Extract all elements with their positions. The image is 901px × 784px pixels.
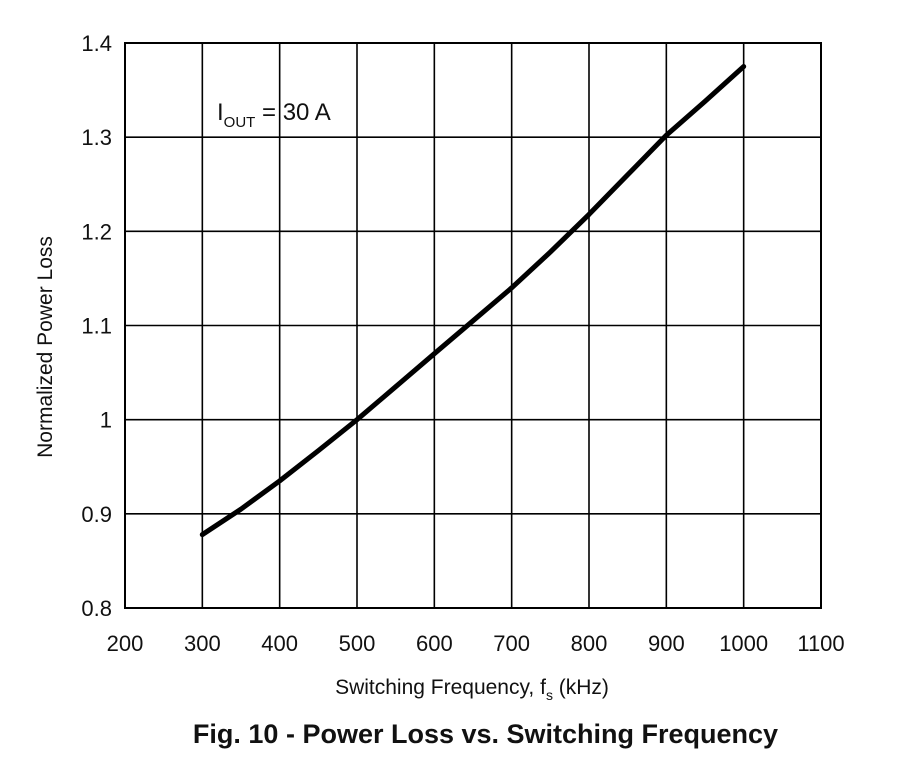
figure-caption: Fig. 10 - Power Loss vs. Switching Frequ… [192, 719, 779, 749]
x-tick-label: 1000 [719, 631, 768, 656]
x-tick-label: 700 [493, 631, 530, 656]
y-tick-label: 0.8 [81, 596, 112, 621]
y-tick-label: 1.3 [81, 125, 112, 150]
x-tick-label: 900 [648, 631, 685, 656]
annotation-iout: IOUT = 30 A [217, 99, 331, 131]
plot-frame [124, 42, 822, 609]
x-tick-label: 300 [184, 631, 221, 656]
x-tick-labels: 200 300 400 500 600 700 800 900 1000 1100 [107, 631, 845, 656]
series-line-0 [199, 64, 747, 538]
x-tick-label: 800 [571, 631, 608, 656]
x-axis-label-unit: (kHz) [553, 676, 609, 699]
x-tick-label: 400 [261, 631, 298, 656]
annotation-subscript: OUT [224, 114, 256, 131]
x-axis-label: Switching Frequency, fs (kHz) [335, 676, 609, 703]
y-tick-label: 0.9 [81, 502, 112, 527]
x-tick-label: 500 [339, 631, 376, 656]
annotation-value: = 30 A [255, 99, 330, 126]
x-axis-label-main: Switching Frequency, f [335, 676, 546, 699]
y-tick-label: 1.1 [81, 314, 112, 339]
y-tick-label: 1.4 [81, 31, 112, 56]
y-axis-label: Normalized Power Loss [34, 236, 57, 458]
x-tick-label: 1100 [797, 631, 844, 656]
y-tick-labels: 0.8 0.9 1 1.1 1.2 1.3 1.4 [81, 31, 112, 621]
y-tick-label: 1.2 [81, 219, 112, 244]
y-tick-label: 1 [100, 408, 112, 433]
series-layer [199, 64, 747, 538]
x-tick-label: 600 [416, 631, 453, 656]
x-tick-label: 200 [107, 631, 144, 656]
x-axis-label-subscript: s [546, 687, 553, 703]
annotation-symbol: I [217, 99, 224, 126]
